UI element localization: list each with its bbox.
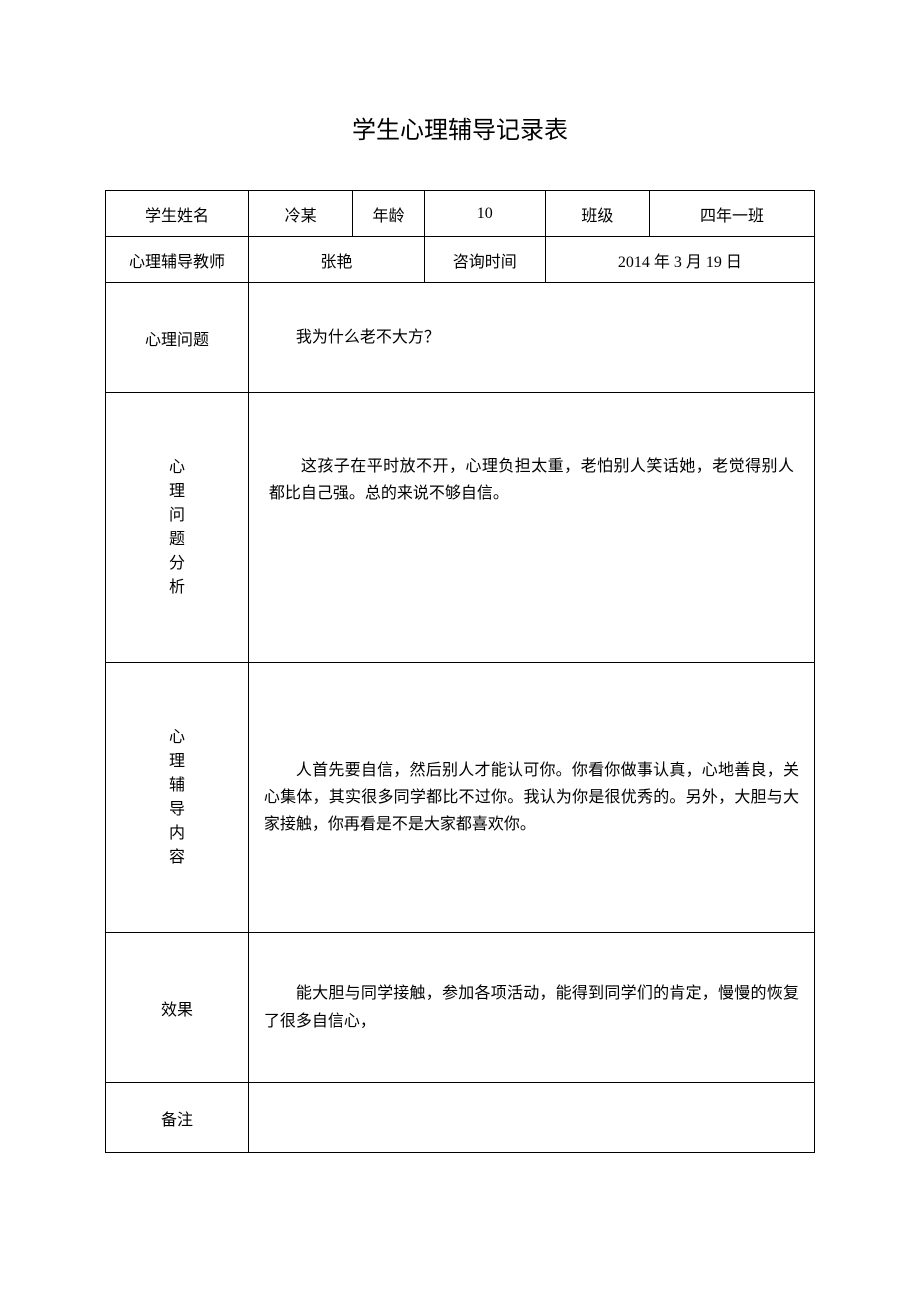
- row-problem: 心理问题 我为什么老不大方？: [106, 283, 815, 393]
- label-guidance-content: 心 理 辅 导 内 容: [106, 663, 249, 933]
- content-analysis: 这孩子在平时放不开，心理负担太重，老怕别人笑话她，老觉得别人都比自己强。总的来说…: [248, 393, 814, 663]
- content-remark: [248, 1083, 814, 1153]
- label-class: 班级: [545, 191, 649, 237]
- record-table: 学生姓名 冷某 年龄 10 班级 四年一班 心理辅导教师 张艳 咨询时间 201…: [105, 190, 815, 1153]
- row-student-info: 学生姓名 冷某 年龄 10 班级 四年一班: [106, 191, 815, 237]
- value-consult-time: 2014 年 3 月 19 日: [545, 237, 814, 283]
- label-analysis: 心 理 问 题 分 析: [106, 393, 249, 663]
- label-age: 年龄: [353, 191, 424, 237]
- value-age: 10: [424, 191, 545, 237]
- label-student-name: 学生姓名: [106, 191, 249, 237]
- label-remark: 备注: [106, 1083, 249, 1153]
- value-teacher: 张艳: [248, 237, 424, 283]
- label-consult-time: 咨询时间: [424, 237, 545, 283]
- value-class: 四年一班: [650, 191, 815, 237]
- label-effect: 效果: [106, 933, 249, 1083]
- value-student-name: 冷某: [248, 191, 352, 237]
- row-analysis: 心 理 问 题 分 析 这孩子在平时放不开，心理负担太重，老怕别人笑话她，老觉得…: [106, 393, 815, 663]
- row-guidance-content: 心 理 辅 导 内 容 人首先要自信，然后别人才能认可你。你看你做事认真，心地善…: [106, 663, 815, 933]
- label-problem: 心理问题: [106, 283, 249, 393]
- content-guidance: 人首先要自信，然后别人才能认可你。你看你做事认真，心地善良，关心集体，其实很多同…: [248, 663, 814, 933]
- page-title: 学生心理辅导记录表: [105, 110, 815, 145]
- content-problem: 我为什么老不大方？: [248, 283, 814, 393]
- content-effect: 能大胆与同学接触，参加各项活动，能得到同学们的肯定，慢慢的恢复了很多自信心，: [248, 933, 814, 1083]
- text-guidance: 人首先要自信，然后别人才能认可你。你看你做事认真，心地善良，关心集体，其实很多同…: [264, 757, 799, 839]
- text-problem: 我为什么老不大方？: [264, 324, 799, 351]
- row-effect: 效果 能大胆与同学接触，参加各项活动，能得到同学们的肯定，慢慢的恢复了很多自信心…: [106, 933, 815, 1083]
- text-effect: 能大胆与同学接触，参加各项活动，能得到同学们的肯定，慢慢的恢复了很多自信心，: [264, 980, 799, 1034]
- text-analysis: 这孩子在平时放不开，心理负担太重，老怕别人笑话她，老觉得别人都比自己强。总的来说…: [269, 453, 794, 507]
- label-teacher: 心理辅导教师: [106, 237, 249, 283]
- row-remark: 备注: [106, 1083, 815, 1153]
- row-teacher-info: 心理辅导教师 张艳 咨询时间 2014 年 3 月 19 日: [106, 237, 815, 283]
